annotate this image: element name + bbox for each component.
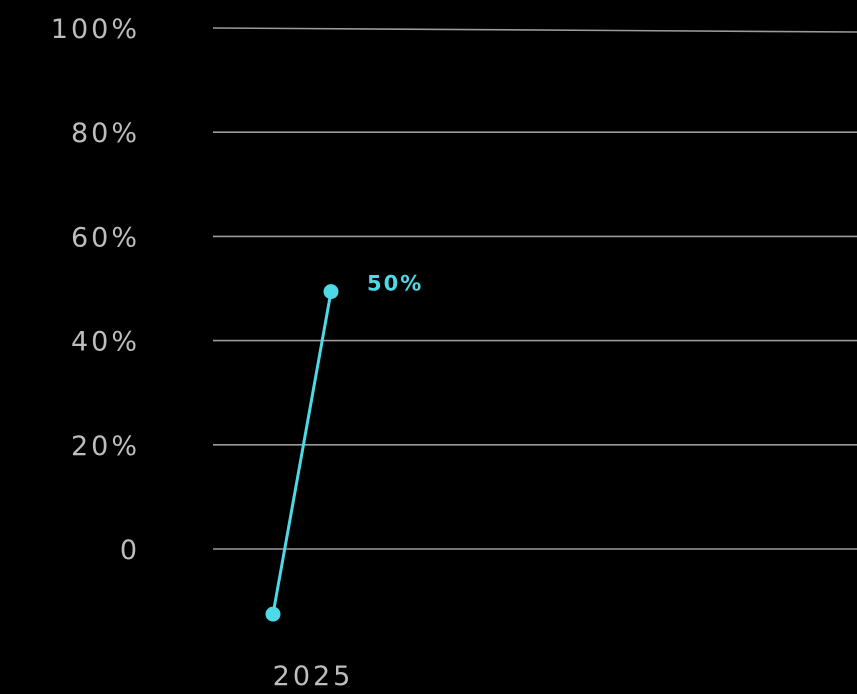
data-point <box>323 284 339 300</box>
data-labels: 50% <box>367 272 423 296</box>
data-point <box>265 606 281 622</box>
series-layer <box>265 284 339 622</box>
y-tick-label: 60% <box>71 222 140 253</box>
x-tick-label: 2025 <box>273 661 354 692</box>
series-line <box>271 291 333 615</box>
grid-lines <box>212 27 857 550</box>
y-tick-label: 100% <box>51 14 140 45</box>
y-axis-tick-labels: 0 20% 40% 60% 80% 100% <box>51 14 140 566</box>
data-label: 50% <box>367 272 423 296</box>
x-axis-tick-labels: 2025 <box>273 661 354 692</box>
grid-line <box>212 27 857 33</box>
y-tick-label: 40% <box>71 327 140 358</box>
y-tick-label: 0 <box>120 535 140 566</box>
y-tick-label: 80% <box>71 118 140 149</box>
y-tick-label: 20% <box>71 431 140 462</box>
